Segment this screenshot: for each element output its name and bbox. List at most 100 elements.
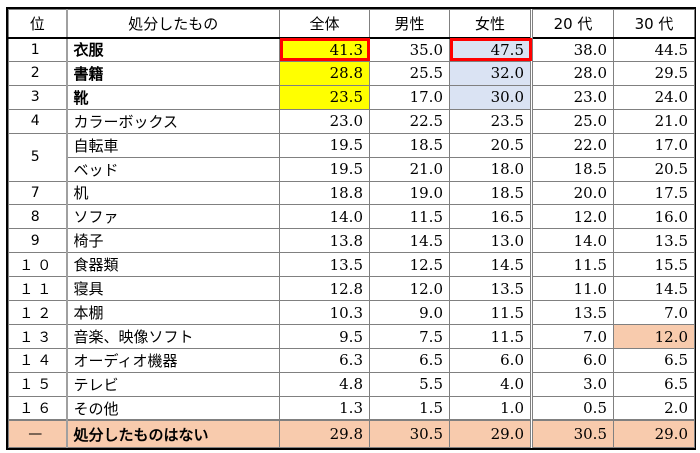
table-row: １２ 本棚 10.3 9.0 11.5 13.5 7.0 bbox=[8, 300, 695, 326]
header-female: 女性 bbox=[449, 9, 532, 39]
total-cell: 18.8 bbox=[279, 180, 370, 206]
total-cell: 12.8 bbox=[279, 276, 370, 302]
female-cell: 18.5 bbox=[449, 180, 532, 206]
age30-cell: 14.5 bbox=[613, 276, 695, 302]
male-cell: 21.0 bbox=[369, 156, 450, 182]
age20-cell: 22.0 bbox=[530, 132, 614, 158]
header-age20: 20 代 bbox=[530, 9, 614, 39]
age20-cell: 30.5 bbox=[530, 419, 614, 449]
table-row: 8 ソファ 14.0 11.5 16.5 12.0 16.0 bbox=[8, 204, 695, 230]
age30-cell: 13.5 bbox=[613, 228, 695, 254]
age20-cell: 13.5 bbox=[530, 300, 614, 326]
age30-cell: 29.5 bbox=[613, 60, 695, 86]
table-row: ベッド 19.5 21.0 18.0 18.5 20.5 bbox=[9, 156, 695, 182]
age20-cell: 7.0 bbox=[530, 324, 614, 349]
female-cell: 30.0 bbox=[449, 84, 532, 110]
female-cell: 13.0 bbox=[449, 228, 532, 254]
table-row: 7 机 18.8 19.0 18.5 20.0 17.5 bbox=[8, 180, 695, 206]
rank-cell: 8 bbox=[8, 204, 67, 230]
male-cell: 9.0 bbox=[369, 300, 450, 326]
total-cell: 4.8 bbox=[279, 371, 370, 397]
rank-cell: １６ bbox=[8, 395, 67, 421]
header-total: 全体 bbox=[279, 9, 370, 39]
item-cell: 音楽、映像ソフト bbox=[65, 324, 280, 349]
age20-cell: 38.0 bbox=[530, 37, 614, 62]
male-cell: 14.5 bbox=[369, 228, 450, 254]
female-cell: 13.5 bbox=[449, 276, 532, 302]
table-row: 3 靴 23.5 17.0 30.0 23.0 24.0 bbox=[8, 84, 695, 110]
disposed-items-ranking-table: 位 処分したもの 全体 男性 女性 20 代 30 代 1 衣服 41.3 35… bbox=[8, 9, 695, 449]
table-row: １４ オーディオ機器 6.3 6.5 6.0 6.0 6.5 bbox=[8, 347, 695, 373]
total-cell: 23.5 bbox=[279, 84, 370, 110]
rank-cell: 7 bbox=[8, 180, 67, 206]
table-row: １０ 食器類 13.5 12.5 14.5 11.5 15.5 bbox=[8, 252, 695, 278]
male-cell: 12.0 bbox=[369, 276, 450, 302]
female-cell: 4.0 bbox=[449, 371, 532, 397]
ranking-table-frame: 位 処分したもの 全体 男性 女性 20 代 30 代 1 衣服 41.3 35… bbox=[6, 7, 696, 450]
rank-cell: １４ bbox=[8, 347, 67, 373]
male-cell: 6.5 bbox=[369, 347, 450, 373]
rank-cell: １３ bbox=[8, 324, 67, 349]
total-cell: 13.5 bbox=[279, 252, 370, 278]
male-cell: 17.0 bbox=[369, 84, 450, 110]
rank-cell: 4 bbox=[8, 108, 67, 134]
total-cell: 10.3 bbox=[279, 300, 370, 326]
total-cell: 19.5 bbox=[279, 156, 370, 182]
female-cell: 1.0 bbox=[449, 395, 532, 421]
age30-cell: 7.0 bbox=[613, 300, 695, 326]
age30-cell: 21.0 bbox=[613, 108, 695, 134]
header-row: 位 処分したもの 全体 男性 女性 20 代 30 代 bbox=[8, 9, 695, 39]
female-cell: 20.5 bbox=[449, 132, 532, 158]
age30-cell: 17.5 bbox=[613, 180, 695, 206]
age30-cell: 6.5 bbox=[613, 347, 695, 373]
table-row: １６ その他 1.3 1.5 1.0 0.5 2.0 bbox=[8, 395, 695, 421]
age20-cell: 23.0 bbox=[530, 84, 614, 110]
rank-cell: １１ bbox=[8, 276, 67, 302]
female-cell: 29.0 bbox=[449, 419, 532, 449]
age30-cell: 12.0 bbox=[613, 324, 695, 349]
item-cell: ソファ bbox=[65, 204, 280, 230]
male-cell: 35.0 bbox=[369, 37, 450, 62]
item-cell: 本棚 bbox=[65, 300, 280, 326]
male-cell: 11.5 bbox=[369, 204, 450, 230]
female-cell: 23.5 bbox=[449, 108, 532, 134]
age20-cell: 11.5 bbox=[530, 252, 614, 278]
total-cell: 1.3 bbox=[279, 395, 370, 421]
rank-cell: １２ bbox=[8, 300, 67, 326]
item-cell: 椅子 bbox=[65, 228, 280, 254]
male-cell: 12.5 bbox=[369, 252, 450, 278]
male-cell: 22.5 bbox=[369, 108, 450, 134]
table-row: １３ 音楽、映像ソフト 9.5 7.5 11.5 7.0 12.0 bbox=[8, 324, 695, 349]
age30-cell: 2.0 bbox=[613, 395, 695, 421]
age30-cell: 16.0 bbox=[613, 204, 695, 230]
age20-cell: 3.0 bbox=[530, 371, 614, 397]
male-cell: 7.5 bbox=[369, 324, 450, 349]
header-item: 処分したもの bbox=[65, 9, 280, 39]
total-cell: 9.5 bbox=[279, 324, 370, 349]
total-cell: 13.8 bbox=[279, 228, 370, 254]
total-cell: 28.8 bbox=[279, 60, 370, 86]
age20-cell: 11.0 bbox=[530, 276, 614, 302]
female-cell: 47.5 bbox=[449, 37, 532, 62]
female-cell: 14.5 bbox=[449, 252, 532, 278]
item-cell: 自転車 bbox=[65, 132, 280, 158]
total-cell: 23.0 bbox=[279, 108, 370, 134]
rank-cell: １０ bbox=[8, 252, 67, 278]
table-row: １５ テレビ 4.8 5.5 4.0 3.0 6.5 bbox=[8, 371, 695, 397]
item-cell: 処分したものはない bbox=[65, 419, 280, 449]
male-cell: 5.5 bbox=[369, 371, 450, 397]
male-cell: 19.0 bbox=[369, 180, 450, 206]
item-cell: 食器類 bbox=[65, 252, 280, 278]
age20-cell: 18.5 bbox=[530, 156, 614, 182]
male-cell: 25.5 bbox=[369, 60, 450, 86]
total-cell: 29.8 bbox=[279, 419, 370, 449]
header-male: 男性 bbox=[369, 9, 450, 39]
total-cell: 41.3 bbox=[279, 37, 370, 62]
age20-cell: 6.0 bbox=[530, 347, 614, 373]
age20-cell: 20.0 bbox=[530, 180, 614, 206]
table-row-none-disposed: — 処分したものはない 29.8 30.5 29.0 30.5 29.0 bbox=[8, 419, 695, 449]
male-cell: 1.5 bbox=[369, 395, 450, 421]
age30-cell: 6.5 bbox=[613, 371, 695, 397]
female-cell: 6.0 bbox=[449, 347, 532, 373]
age30-cell: 20.5 bbox=[613, 156, 695, 182]
